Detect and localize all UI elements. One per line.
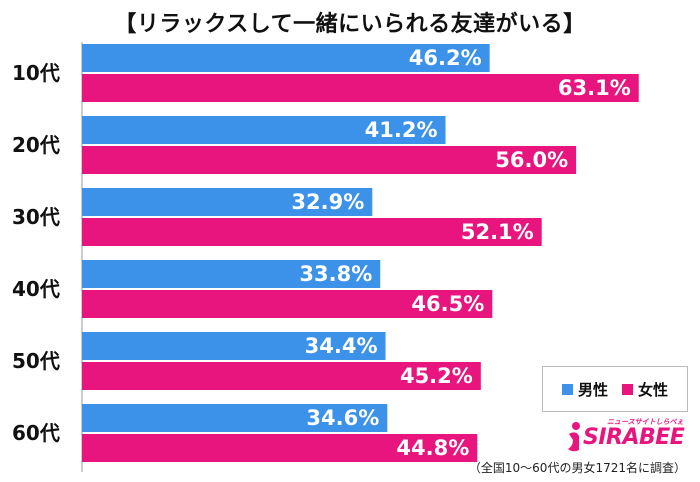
bar-male [82,188,373,216]
logo-text: SIRABEE [583,425,685,450]
bar-male [82,404,388,432]
category-label: 50代 [12,349,60,373]
data-label: 45.2% [400,364,473,388]
bar-female [82,146,577,174]
logo-mark-icon [568,422,580,452]
legend: 男性 女性 [542,366,688,412]
category-label: 10代 [12,61,60,85]
data-label: 32.9% [291,190,364,214]
data-label: 34.6% [306,406,379,430]
data-label: 34.4% [305,334,378,358]
chart-title: 【リラックスして一緒にいられる友達がいる】 [114,12,586,37]
category-label: 60代 [12,421,60,445]
data-label: 33.8% [299,262,372,286]
data-label: 56.0% [495,148,568,172]
legend-swatch-female [622,383,633,395]
bar-female [82,218,542,246]
bar-male [82,116,446,144]
category-label: 30代 [12,205,60,229]
bar-female [82,434,478,462]
category-label: 40代 [12,277,60,301]
category-label: 20代 [12,133,60,157]
bar-female [82,290,493,318]
bar-male [82,44,490,72]
data-label: 63.1% [558,76,631,100]
data-label: 44.8% [396,436,469,460]
sirabee-logo: ニュースサイトしらべぇ SIRABEE [565,418,685,454]
legend-item-male: 男性 [561,379,608,400]
legend-label-male: 男性 [577,380,608,399]
logo-subtext: ニュースサイトしらべぇ [607,418,684,426]
data-label: 41.2% [365,118,438,142]
bar-male [82,260,381,288]
bar-female [82,362,481,390]
legend-item-female: 女性 [622,379,668,400]
footnote: （全国10～60代の男女1721名に調査） [468,461,686,475]
data-label: 52.1% [461,220,534,244]
data-label: 46.5% [411,292,484,316]
bar-female [82,74,639,102]
data-label: 46.2% [409,46,482,70]
legend-swatch-male [561,383,573,395]
bar-male [82,332,386,360]
legend-label-female: 女性 [638,380,669,399]
